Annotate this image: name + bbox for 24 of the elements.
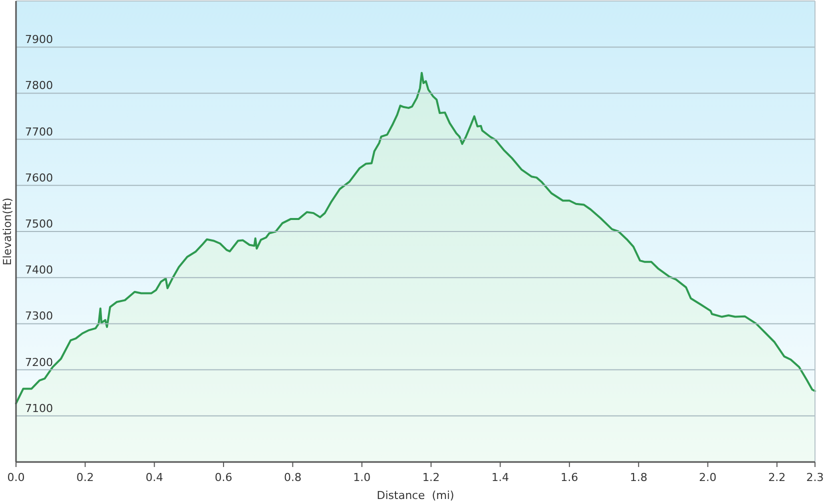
x-tick-label: 0.6	[214, 471, 232, 484]
y-tick-label: 7800	[25, 79, 53, 92]
y-tick-label: 7900	[25, 33, 53, 46]
x-tick-label: 2.2	[768, 471, 786, 484]
x-tick-label: 1.6	[560, 471, 578, 484]
x-tick-label: 0.8	[284, 471, 302, 484]
x-tick-label: 2.0	[699, 471, 717, 484]
x-tick-label: 1.8	[630, 471, 648, 484]
y-tick-label: 7200	[25, 356, 53, 369]
y-axis-title: Elevation(ft)	[1, 198, 14, 266]
y-tick-label: 7500	[25, 218, 53, 230]
x-tick-label: 0.0	[7, 471, 25, 484]
x-tick-label: 1.2	[422, 471, 440, 484]
y-tick-label: 7300	[25, 310, 53, 323]
y-tick-label: 7600	[25, 171, 53, 184]
y-tick-label: 7400	[25, 264, 53, 277]
y-tick-label: 7700	[25, 125, 53, 138]
y-tick-label: 7100	[25, 402, 53, 415]
x-axis-title: Distance (mi)	[376, 489, 454, 502]
x-tick-label: 2.3	[806, 471, 824, 484]
x-tick-label: 1.4	[491, 471, 509, 484]
x-tick-label: 0.2	[76, 471, 94, 484]
x-tick-label: 0.4	[146, 471, 164, 484]
x-tick-label: 1.0	[353, 471, 371, 484]
